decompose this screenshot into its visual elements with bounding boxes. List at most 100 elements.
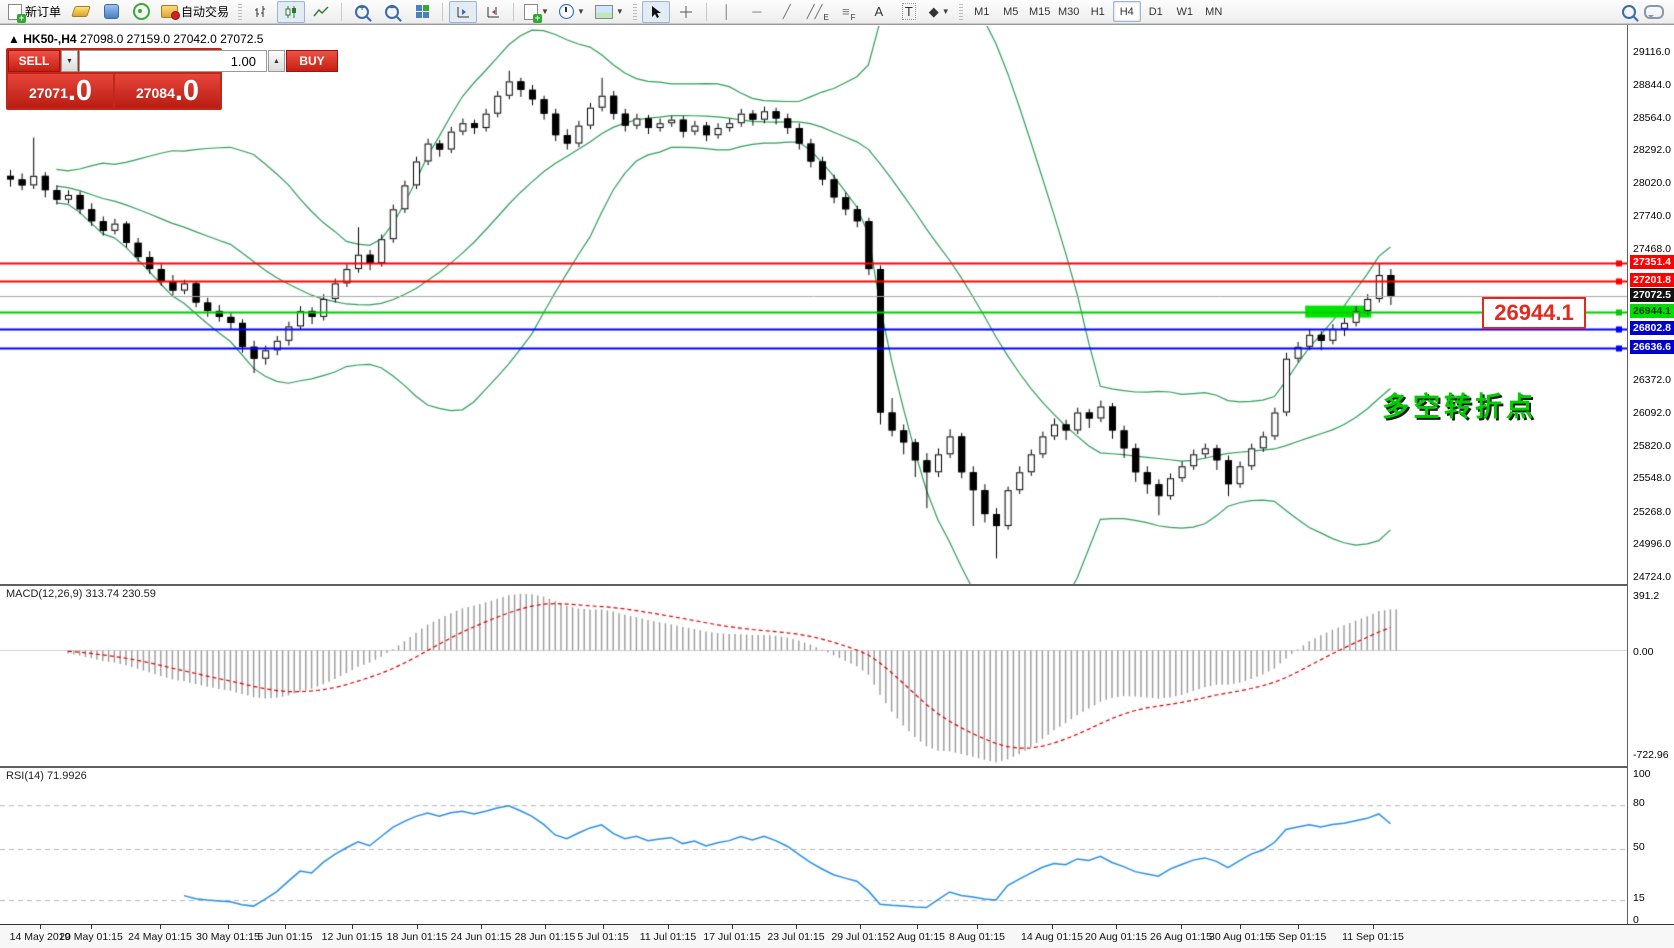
text-label-icon: T (901, 3, 916, 20)
community-chat-icon[interactable] (1644, 4, 1664, 19)
chart-ohlc-readout: 27098.0 27159.0 27042.0 27072.5 (79, 32, 264, 46)
indicators-icon: + (524, 3, 543, 23)
tab-timeframe-W1[interactable]: W1 (1176, 5, 1193, 18)
price-tick-label: 28564.0 (1633, 111, 1671, 124)
bar-chart-button[interactable] (247, 1, 275, 23)
sell-price-display[interactable]: 27071.0 (8, 74, 113, 108)
cursor-button[interactable] (641, 0, 670, 23)
macd-indicator-label: MACD(12,26,9) 313.74 230.59 (6, 588, 156, 600)
line-chart-button[interactable] (307, 1, 335, 23)
macd-indicator-chart[interactable] (0, 584, 1627, 766)
sell-button[interactable]: SELL (8, 50, 60, 72)
tab-timeframe-H4[interactable]: H4 (1112, 1, 1141, 22)
price-tick-label: 28844.0 (1633, 78, 1671, 91)
timeframe-group: M1 M5 M15 M30 H1 H4 D1 W1 MN (968, 1, 1228, 22)
date-axis[interactable]: 14 May 2019 20 May 01:15 24 May 01:15 30 Ma… (0, 924, 1674, 948)
date-label: 30 May 01:15 (196, 931, 260, 943)
price-level-label: 27351.4 (1630, 254, 1674, 269)
price-level-label: 27072.5 (1630, 288, 1674, 303)
date-tick (160, 925, 161, 929)
metaeditor-icon (71, 6, 91, 17)
zoom-out-button[interactable]: − (378, 1, 406, 23)
metaeditor-button[interactable] (67, 1, 95, 23)
buy-button[interactable]: BUY (286, 50, 338, 72)
date-label: 26 Aug 01:15 (1150, 931, 1212, 943)
price-tick-label: 27468.0 (1633, 242, 1671, 255)
price-level-label: 26802.8 (1630, 320, 1674, 335)
price-tick-label: 28292.0 (1633, 144, 1671, 157)
date-tick (917, 925, 918, 929)
horizontal-line-button[interactable]: ─ (743, 1, 771, 23)
chart-shift-icon (487, 6, 499, 17)
macd-axis-label: 0.00 (1633, 646, 1654, 658)
tab-timeframe-M30[interactable]: M30 (1058, 5, 1080, 18)
clock-icon (558, 4, 574, 19)
price-level-annotation-box[interactable]: 26944.1 (1482, 297, 1586, 329)
date-label: 11 Jul 01:15 (639, 931, 697, 943)
signals-button[interactable] (127, 1, 155, 23)
crosshair-button[interactable] (672, 1, 700, 23)
equidistant-channel-icon: ╱╱ (806, 3, 823, 19)
fibonacci-icon: ≡ (842, 4, 850, 19)
date-label: 28 Jun 01:15 (514, 931, 576, 943)
toolbar-grip (632, 3, 637, 20)
toolbar-separator (442, 2, 444, 21)
date-tick (1240, 925, 1241, 929)
price-tick-label: 28020.0 (1633, 177, 1671, 189)
autotrading-button[interactable]: 自动交易 (157, 1, 233, 23)
toolbar-separator (513, 2, 515, 21)
date-label: 20 Aug 01:15 (1085, 931, 1147, 943)
indicators-button[interactable]: + ▼ (520, 1, 553, 23)
profile-button[interactable] (97, 1, 125, 23)
arrows-icon: ◆ (928, 3, 939, 19)
profile-icon (103, 4, 119, 19)
date-tick (228, 925, 229, 929)
crosshair-icon (679, 5, 692, 18)
rsi-indicator-chart[interactable] (0, 766, 1627, 924)
vertical-line-button[interactable]: │ (713, 1, 741, 23)
date-tick (285, 925, 286, 929)
rsi-axis-label: 0 (1633, 914, 1639, 926)
buy-price-display[interactable]: 27084.0 (115, 74, 220, 108)
volume-increase-button[interactable]: ▲ (268, 50, 285, 72)
date-label: 23 Jul 01:15 (767, 931, 825, 943)
tile-windows-button[interactable] (408, 1, 436, 23)
turning-point-annotation[interactable]: 多空转折点 (1382, 392, 1537, 422)
search-icon[interactable] (1622, 4, 1636, 19)
date-tick (732, 925, 733, 929)
auto-scroll-button[interactable] (449, 0, 478, 23)
fibonacci-button[interactable]: ≡ F (842, 4, 856, 22)
collapse-marker-icon[interactable]: ▲ (8, 32, 20, 46)
tab-timeframe-H1[interactable]: H1 (1090, 5, 1105, 18)
text-button[interactable]: A (865, 1, 893, 23)
zoom-in-button[interactable]: + (348, 1, 376, 23)
date-label: 2 Aug 01:15 (888, 931, 946, 943)
one-click-trading-panel: SELL ▼ ▲ BUY 27071.0 27084.0 (6, 48, 338, 110)
periods-button[interactable]: ▼ (555, 1, 589, 23)
candlestick-chart-button[interactable] (277, 0, 306, 23)
chart-shift-button[interactable] (479, 1, 507, 23)
date-label: 24 May 01:15 (128, 931, 192, 943)
equidistant-channel-button[interactable]: ╱╱ E (806, 3, 829, 22)
main-price-chart[interactable] (0, 26, 1627, 584)
volume-decrease-button[interactable]: ▼ (61, 50, 78, 72)
tile-windows-icon (415, 5, 429, 18)
autotrading-label: 自动交易 (181, 5, 230, 19)
new-order-button[interactable]: + 新订单 (4, 1, 65, 23)
tab-timeframe-MN[interactable]: MN (1205, 5, 1223, 18)
arrows-button[interactable]: ◆ ▼ (925, 1, 954, 23)
tab-timeframe-M1[interactable]: M1 (974, 5, 990, 18)
tab-timeframe-M5[interactable]: M5 (1003, 5, 1019, 18)
text-label-button[interactable]: T (895, 1, 923, 23)
signals-icon (132, 3, 150, 20)
trendline-button[interactable]: ╱ (773, 1, 801, 23)
rsi-axis-label: 50 (1633, 841, 1645, 853)
price-level-label: 27201.8 (1630, 272, 1674, 287)
templates-icon (594, 4, 613, 19)
templates-button[interactable]: ▼ (591, 1, 628, 23)
price-tick-label: 27740.0 (1633, 210, 1671, 223)
tab-timeframe-D1[interactable]: D1 (1148, 5, 1163, 18)
volume-input[interactable] (79, 50, 267, 72)
tab-timeframe-M15[interactable]: M15 (1029, 5, 1051, 18)
toolbar-separator (341, 2, 343, 21)
